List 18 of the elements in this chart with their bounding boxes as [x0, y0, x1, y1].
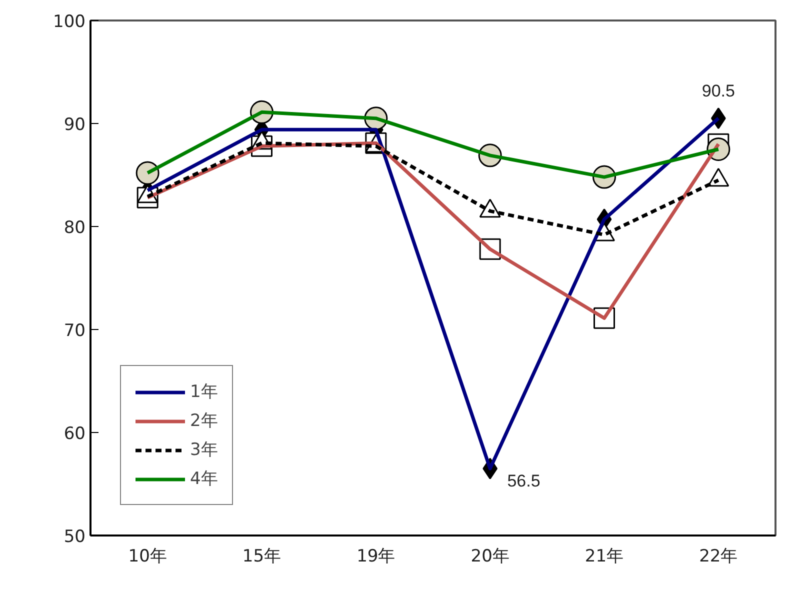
- legend-label: 1年: [190, 381, 218, 403]
- x-tick-label: 20年: [470, 546, 510, 566]
- x-tick-label: 22年: [699, 546, 738, 566]
- data-label: 90.5: [702, 81, 735, 100]
- y-tick-label: 60: [64, 424, 86, 444]
- x-tick-label: 10年: [128, 546, 167, 566]
- y-tick-label: 70: [64, 321, 86, 341]
- y-tick-label: 100: [53, 12, 86, 32]
- x-tick-label: 21年: [584, 546, 624, 566]
- data-label: 56.5: [507, 472, 540, 491]
- legend-label: 2年: [190, 410, 218, 432]
- legend-label: 4年: [190, 468, 218, 490]
- y-tick-label: 90: [64, 115, 86, 135]
- legend-label: 3年: [190, 439, 218, 461]
- x-tick-label: 19年: [356, 546, 396, 566]
- x-tick-label: 15年: [242, 546, 282, 566]
- y-tick-label: 50: [64, 527, 86, 547]
- y-tick-label: 80: [64, 218, 86, 238]
